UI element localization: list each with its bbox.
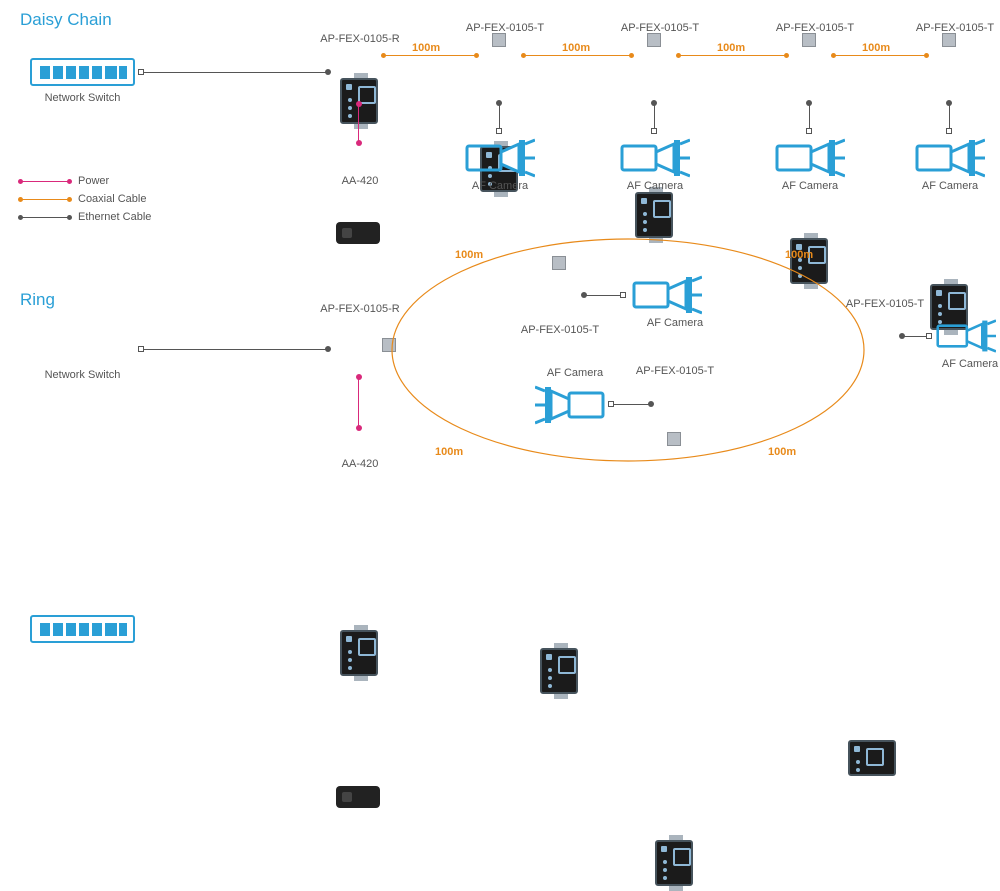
dist-label: 100m — [435, 446, 463, 458]
endpoint-icon — [381, 53, 386, 58]
camera-icon — [936, 316, 996, 356]
coax-connector-icon — [942, 33, 956, 47]
cam-label: AF Camera — [770, 180, 850, 192]
endpoint-icon — [648, 401, 654, 407]
endpoint-icon — [356, 425, 362, 431]
coax-line — [524, 55, 631, 56]
psu-icon — [336, 786, 380, 808]
extender-icon — [635, 192, 673, 238]
dist-label: 100m — [455, 249, 483, 261]
dist-label: 100m — [717, 42, 745, 54]
tx-label: AP-FEX-0105-T — [835, 298, 935, 310]
endpoint-icon — [581, 292, 587, 298]
psu-label: AA-420 — [330, 458, 390, 470]
net-switch-icon — [30, 615, 135, 643]
title-ring: Ring — [20, 290, 55, 310]
extender-icon — [655, 840, 693, 886]
coax-connector-icon — [647, 33, 661, 47]
eth-line — [949, 102, 950, 130]
endpoint-icon — [946, 128, 952, 134]
camera-icon — [465, 138, 535, 178]
eth-line — [613, 404, 651, 405]
eth-line — [902, 336, 928, 337]
cam-label: AF Camera — [930, 358, 1000, 370]
dist-label: 100m — [768, 446, 796, 458]
endpoint-icon — [138, 69, 144, 75]
endpoint-icon — [924, 53, 929, 58]
power-line — [358, 104, 359, 142]
power-line — [358, 377, 359, 427]
psu-label: AA-420 — [330, 175, 390, 187]
endpoint-icon — [356, 374, 362, 380]
endpoint-icon — [325, 69, 331, 75]
endpoint-icon — [946, 100, 952, 106]
net-switch-icon — [30, 58, 135, 86]
endpoint-icon — [831, 53, 836, 58]
legend-eth: Ethernet Cable — [78, 211, 151, 223]
eth-line — [809, 102, 810, 130]
eth-line — [499, 102, 500, 130]
camera-icon — [915, 138, 985, 178]
tx-label: AP-FEX-0105-T — [625, 365, 725, 377]
dist-label: 100m — [412, 42, 440, 54]
cam-label: AF Camera — [615, 180, 695, 192]
endpoint-icon — [496, 100, 502, 106]
camera-icon — [535, 385, 605, 425]
dist-label: 100m — [862, 42, 890, 54]
psu-icon — [336, 222, 380, 244]
coax-line — [834, 55, 926, 56]
cam-label: AF Camera — [535, 367, 615, 379]
endpoint-icon — [356, 140, 362, 146]
coax-connector-icon — [552, 256, 566, 270]
endpoint-icon — [926, 333, 932, 339]
legend-coax: Coaxial Cable — [78, 193, 146, 205]
coax-connector-icon — [492, 33, 506, 47]
camera-icon — [775, 138, 845, 178]
endpoint-icon — [496, 128, 502, 134]
ring-ellipse — [388, 235, 868, 465]
eth-line — [584, 295, 622, 296]
receiver-label: AP-FEX-0105-R — [310, 33, 410, 45]
coax-line — [384, 55, 476, 56]
endpoint-icon — [651, 128, 657, 134]
coax-connector-icon — [667, 432, 681, 446]
eth-line — [654, 102, 655, 130]
endpoint-icon — [899, 333, 905, 339]
eth-line — [142, 72, 327, 73]
endpoint-icon — [521, 53, 526, 58]
cam-label: AF Camera — [910, 180, 990, 192]
extender-icon — [848, 740, 896, 776]
endpoint-icon — [651, 100, 657, 106]
coax-line — [679, 55, 786, 56]
endpoint-icon — [325, 346, 331, 352]
title-daisy: Daisy Chain — [20, 10, 112, 30]
switch-label: Network Switch — [30, 369, 135, 381]
endpoint-icon — [138, 346, 144, 352]
endpoint-icon — [620, 292, 626, 298]
endpoint-icon — [676, 53, 681, 58]
endpoint-icon — [608, 401, 614, 407]
endpoint-icon — [784, 53, 789, 58]
cam-label: AF Camera — [635, 317, 715, 329]
camera-icon — [620, 138, 690, 178]
endpoint-icon — [806, 128, 812, 134]
legend-power: Power — [78, 175, 109, 187]
legend: Power Coaxial Cable Ethernet Cable — [20, 175, 151, 229]
endpoint-icon — [356, 101, 362, 107]
cam-label: AF Camera — [460, 180, 540, 192]
coax-connector-icon — [802, 33, 816, 47]
tx-label: AP-FEX-0105-T — [510, 324, 610, 336]
extender-icon — [540, 648, 578, 694]
endpoint-icon — [806, 100, 812, 106]
endpoint-icon — [474, 53, 479, 58]
dist-label: 100m — [562, 42, 590, 54]
camera-icon — [632, 275, 702, 315]
endpoint-icon — [629, 53, 634, 58]
dist-label: 100m — [785, 249, 813, 261]
eth-line — [142, 349, 327, 350]
extender-icon — [340, 630, 378, 676]
switch-label: Network Switch — [30, 92, 135, 104]
